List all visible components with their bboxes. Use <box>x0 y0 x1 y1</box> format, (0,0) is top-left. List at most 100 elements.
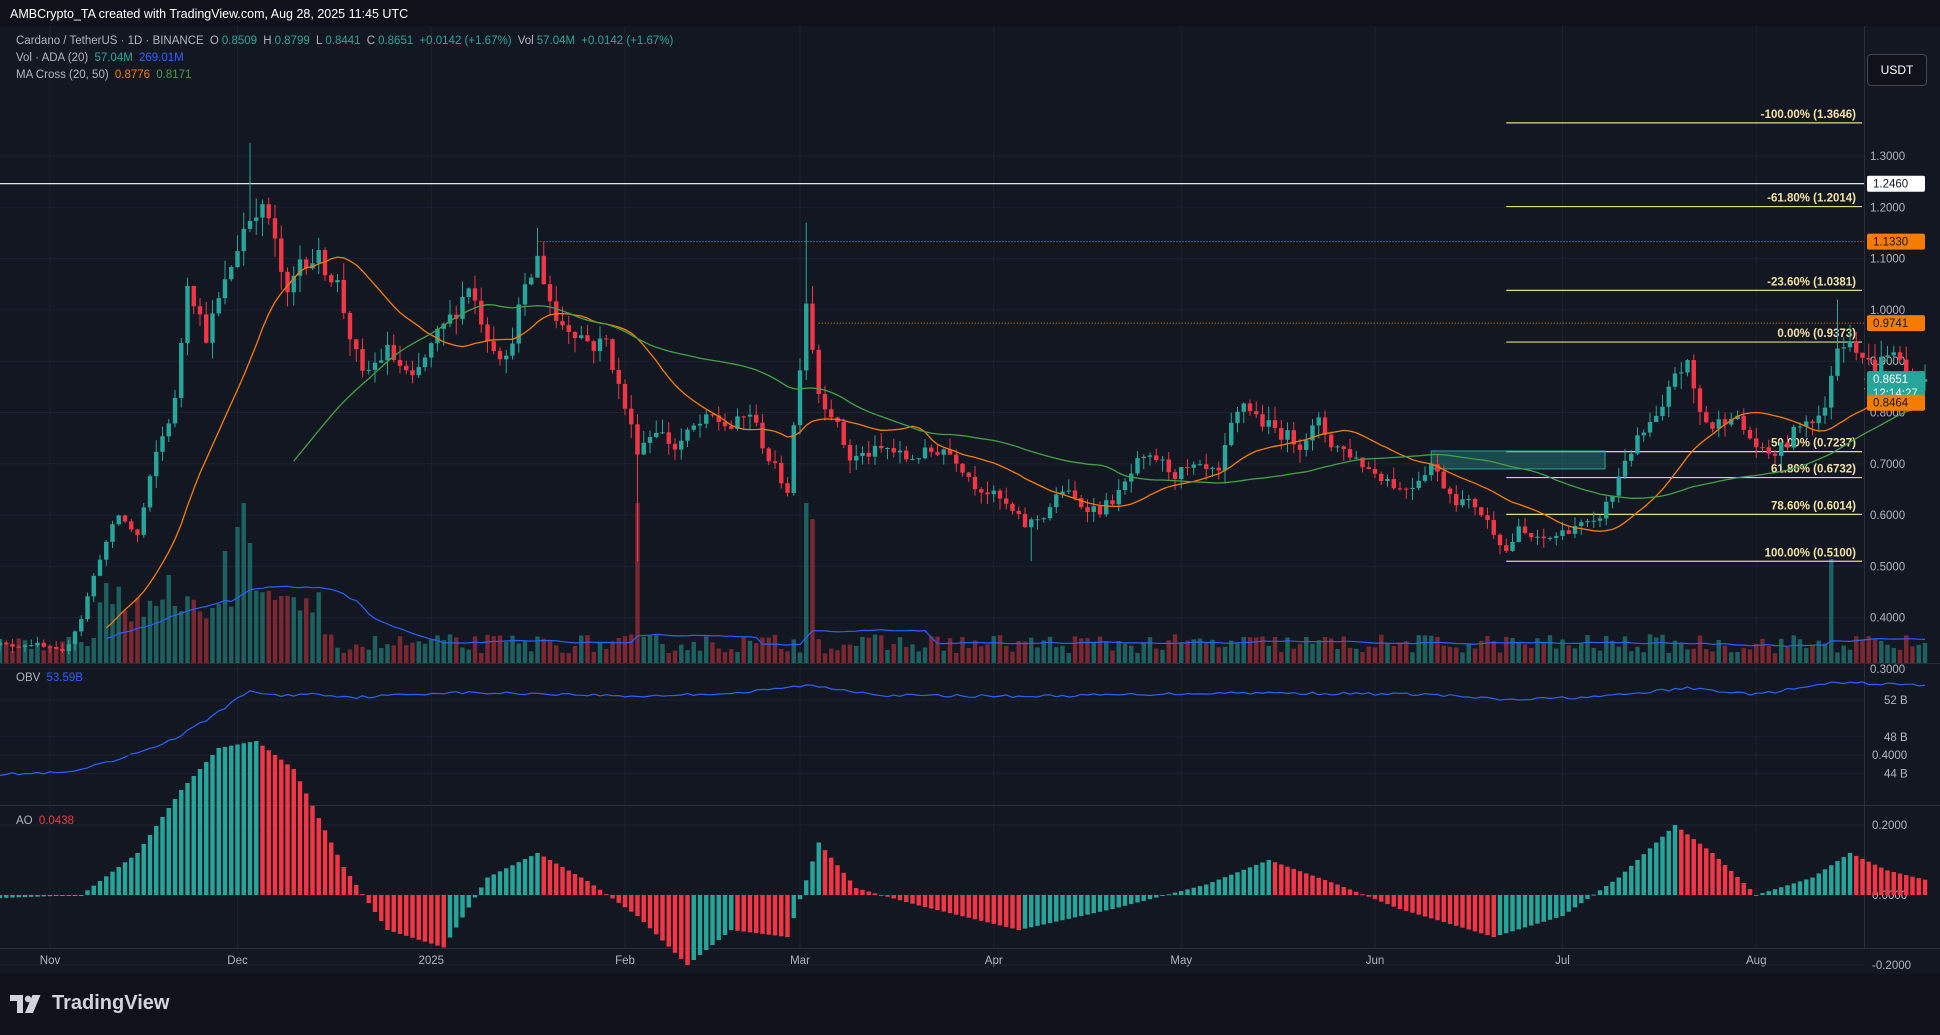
price-chart-svg[interactable]: NovDec2025FebMarAprMayJunJulAugSepOct1.3… <box>0 26 1940 974</box>
volume-bar <box>672 650 678 663</box>
candle-body <box>1291 430 1296 445</box>
candle-body <box>404 365 409 371</box>
volume-bar <box>1547 635 1553 663</box>
volume-bar <box>1172 634 1178 663</box>
ao-bar <box>629 895 634 912</box>
volume-bar <box>1035 647 1040 663</box>
ao-bar <box>1660 836 1665 895</box>
candle-body <box>1122 481 1128 490</box>
candle-body <box>560 320 565 326</box>
volume-bar <box>1816 640 1821 663</box>
volume-bar <box>1385 642 1390 663</box>
candle-body <box>1085 507 1090 513</box>
ma-cross-legend[interactable]: MA Cross (20, 50) 0.8776 0.8171 <box>16 69 194 81</box>
volume-bar <box>741 636 746 663</box>
candle-body <box>1160 459 1165 461</box>
ao-bar <box>1297 871 1303 895</box>
candle-body <box>1635 435 1640 454</box>
candle-body <box>979 489 984 493</box>
volume-bar <box>166 575 171 663</box>
volume-bar <box>1310 643 1315 663</box>
candle-body <box>622 383 628 409</box>
candle-body <box>1479 507 1484 516</box>
volume-bar <box>522 640 528 663</box>
candle-body <box>1435 464 1440 472</box>
volume-bar <box>979 646 984 663</box>
volume-bar <box>1416 635 1421 663</box>
chart-background <box>0 26 1940 974</box>
ao-bar <box>297 781 303 895</box>
volume-bar <box>1860 640 1865 663</box>
tradingview-logo[interactable]: TradingView <box>10 992 169 1015</box>
ao-bar <box>129 857 134 895</box>
currency-button[interactable]: USDT <box>1867 54 1927 86</box>
ao-bar <box>1260 862 1265 895</box>
ao-bar <box>697 895 703 955</box>
ao-legend[interactable]: AO 0.0438 <box>16 815 77 827</box>
fib-level-label: 50.00% (0.7237) <box>1771 438 1856 450</box>
volume-bar <box>135 597 140 663</box>
ao-bar <box>1010 895 1015 929</box>
chart-area[interactable]: NovDec2025FebMarAprMayJunJulAugSepOct1.3… <box>0 26 1940 974</box>
volume-bar <box>441 640 446 663</box>
ao-bar <box>1829 865 1834 895</box>
candle-body <box>1791 426 1796 448</box>
volume-bar <box>1360 651 1365 663</box>
candle-body <box>910 459 915 461</box>
volume-change-value: +0.0142 (+1.67%) <box>581 35 674 47</box>
ao-bar <box>954 895 959 915</box>
candle-body <box>1154 455 1159 461</box>
ao-bar <box>1535 895 1540 924</box>
high-label: H <box>263 35 272 47</box>
candle-body <box>804 303 809 371</box>
ao-bar <box>1091 895 1096 914</box>
ao-bar <box>166 808 171 895</box>
obv-legend[interactable]: OBV 53.59B <box>16 672 86 684</box>
candle-body <box>566 325 571 332</box>
candle-body <box>1866 357 1871 360</box>
candle-body <box>1647 422 1653 433</box>
volume-bar <box>922 647 928 663</box>
candle-body <box>1535 536 1540 538</box>
volume-bar <box>866 637 871 663</box>
ao-bar <box>716 895 721 940</box>
candle-body <box>266 204 271 219</box>
candle-body <box>385 344 390 361</box>
candle-body <box>697 423 703 426</box>
volume-bar <box>310 612 315 663</box>
ao-bar <box>1647 848 1653 895</box>
ao-bar <box>1185 889 1190 895</box>
candle-body <box>1716 419 1721 429</box>
ao-bar <box>416 895 421 940</box>
volume-bar <box>729 649 734 663</box>
candle-body <box>679 440 684 450</box>
volume-bar <box>1341 636 1346 663</box>
candle-body <box>129 521 134 530</box>
volume-bar <box>1329 638 1334 663</box>
volume-bar <box>1229 640 1234 663</box>
candle-body <box>791 425 796 493</box>
ao-bar <box>591 885 596 895</box>
volume-bar <box>1891 647 1896 663</box>
ao-bar <box>1710 853 1715 895</box>
candle-body <box>1666 386 1671 407</box>
x-tick-label: Jul <box>1555 955 1570 967</box>
volume-bar <box>997 635 1003 663</box>
candle-body <box>360 349 365 371</box>
volume-indicator-legend[interactable]: Vol · ADA (20) 57.04M 269.01M <box>16 52 187 64</box>
fib-level-label: 78.60% (0.6014) <box>1771 500 1856 512</box>
ao-bar <box>891 895 896 899</box>
candle-body <box>1079 498 1084 508</box>
candle-body <box>1029 519 1034 528</box>
candle-body <box>479 300 484 325</box>
candle-body <box>185 286 190 343</box>
ao-bar <box>960 895 965 917</box>
ao-bar <box>97 881 103 895</box>
y-tick-label: 1.1000 <box>1870 254 1905 266</box>
candle-body <box>872 445 878 457</box>
volume-bar <box>35 643 40 663</box>
volume-bar <box>1391 645 1396 663</box>
volume-bar <box>1210 639 1215 663</box>
volume-bar <box>597 641 603 663</box>
change-value: +0.0142 (+1.67%) <box>419 35 512 47</box>
